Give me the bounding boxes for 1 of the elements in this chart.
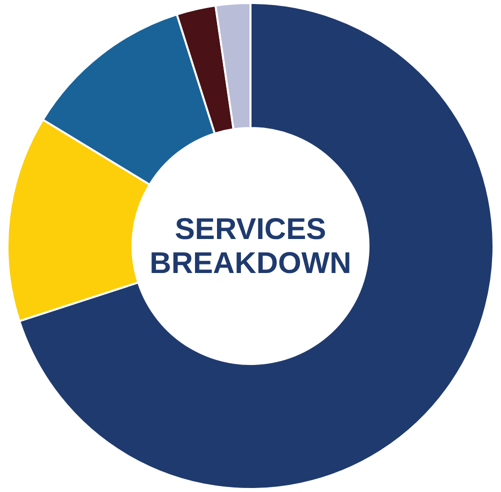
text: SERVICES BREAKDOWN — [150, 213, 352, 280]
